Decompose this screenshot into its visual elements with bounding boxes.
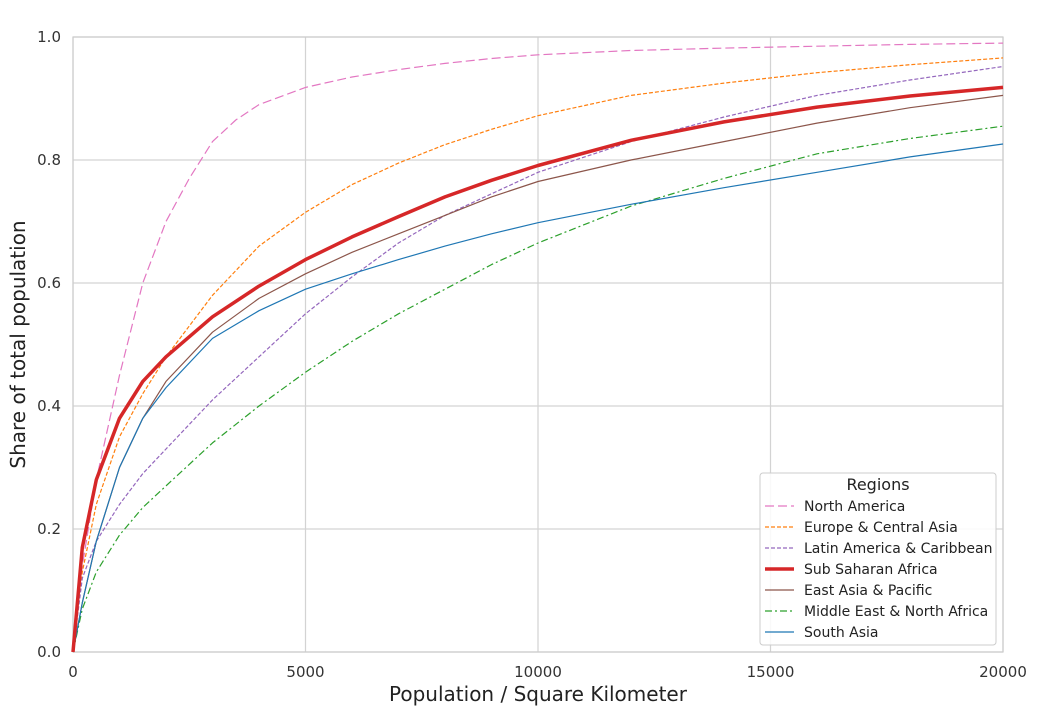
series-line-middle-east-and-north-africa xyxy=(72,125,1004,653)
legend-item-sub-saharan-africa: Sub Saharan Africa xyxy=(765,562,938,578)
y-tick-label: 1.0 xyxy=(37,28,61,46)
legend-label: Europe & Central Asia xyxy=(804,520,958,536)
series-line-europe-and-central-asia xyxy=(72,57,1004,653)
y-tick-label: 0.0 xyxy=(37,643,61,661)
legend-item-north-america: North America xyxy=(765,499,905,515)
legend-title: Regions xyxy=(846,475,909,494)
x-tick-label: 20000 xyxy=(979,663,1027,681)
legend-label: East Asia & Pacific xyxy=(804,583,932,599)
legend-item-europe-and-central-asia: Europe & Central Asia xyxy=(765,520,958,536)
y-axis-label: Share of total population xyxy=(6,220,30,468)
series-line-north-america xyxy=(72,42,1004,653)
series-line-south-asia xyxy=(72,143,1004,653)
legend-items: North America Europe & Central Asia Latin … xyxy=(765,499,993,641)
y-tick-label: 0.4 xyxy=(37,397,61,415)
legend-item-east-asia-and-pacific: East Asia & Pacific xyxy=(765,583,932,599)
legend-item-middle-east-and-north-africa: Middle East & North Africa xyxy=(765,604,988,620)
series-line-sub-saharan-africa xyxy=(71,85,1004,653)
series-layer xyxy=(71,42,1004,653)
legend-label: Sub Saharan Africa xyxy=(804,562,938,578)
x-axis-label: Population / Square Kilometer xyxy=(389,682,688,706)
tick-labels: 0 5000 10000 15000 20000 0.0 0.2 0.4 0.6 0.8 1.0 xyxy=(37,28,1027,681)
x-tick-label: 0 xyxy=(68,663,78,681)
x-tick-label: 5000 xyxy=(286,663,324,681)
x-tick-label: 15000 xyxy=(747,663,795,681)
plot-frame xyxy=(72,36,1004,653)
y-tick-label: 0.8 xyxy=(37,151,61,169)
x-tick-label: 10000 xyxy=(514,663,562,681)
legend-item-latin-america-and-caribbean: Latin America & Caribbean xyxy=(765,541,993,557)
legend-label: South Asia xyxy=(804,625,878,641)
legend-box xyxy=(759,472,997,646)
y-tick-label: 0.6 xyxy=(37,274,61,292)
series-line-latin-america-and-caribbean xyxy=(72,65,1004,653)
legend-item-south-asia: South Asia xyxy=(765,625,878,641)
legend-label: Middle East & North Africa xyxy=(804,604,988,620)
y-tick-label: 0.2 xyxy=(37,520,61,538)
legend-label: North America xyxy=(804,499,905,515)
legend-label: Latin America & Caribbean xyxy=(804,541,993,557)
legend: Regions North America Europe & Central As… xyxy=(759,472,997,646)
